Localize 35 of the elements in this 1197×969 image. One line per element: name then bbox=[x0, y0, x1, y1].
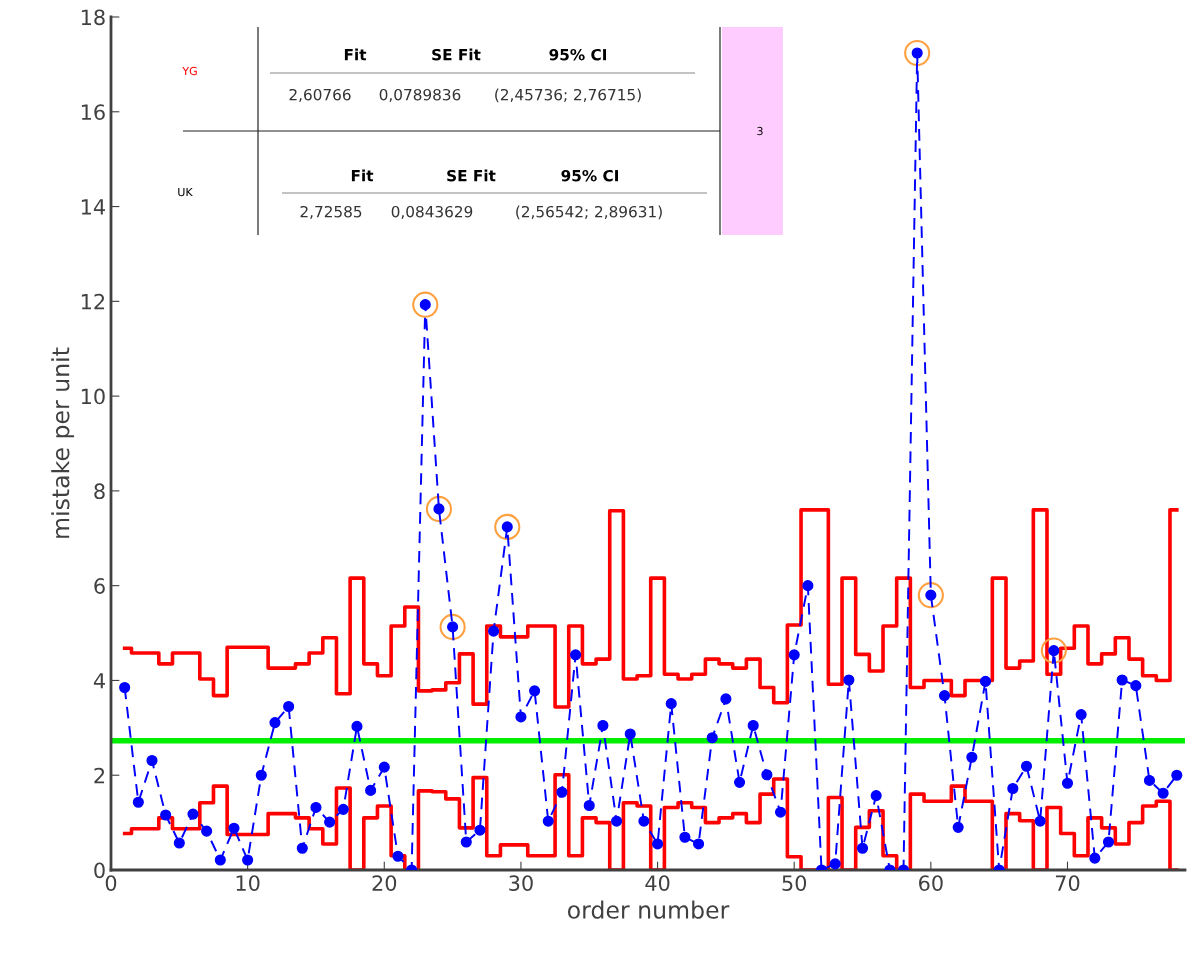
x-tick-label: 30 bbox=[509, 875, 533, 891]
annotation: 0,0843629 bbox=[391, 205, 473, 219]
y-tick-label: 18 bbox=[81, 9, 105, 26]
annotation: (2,56542; 2,89631) bbox=[516, 205, 662, 220]
annotation: 95% CI bbox=[561, 169, 618, 182]
annotation: Fit bbox=[351, 169, 374, 182]
x-tick-label: 70 bbox=[1055, 875, 1080, 891]
x-tick-label: 60 bbox=[919, 875, 943, 891]
y-tick-label: 6 bbox=[94, 578, 105, 594]
y-tick-label: 0 bbox=[94, 862, 105, 879]
annotation: 2,60766 bbox=[289, 88, 351, 102]
annotation: 2,72585 bbox=[300, 205, 362, 219]
y-tick-label: 8 bbox=[94, 483, 105, 500]
annotation: 3 bbox=[757, 126, 763, 136]
annotation: SE Fit bbox=[447, 169, 496, 182]
annotation: YG bbox=[182, 66, 197, 76]
y-tick-label: 4 bbox=[93, 673, 105, 689]
y-tick-label: 12 bbox=[81, 293, 105, 310]
x-tick-label: 10 bbox=[236, 875, 260, 891]
y-axis-title: mistake per unit bbox=[51, 347, 75, 538]
annotation: Fit bbox=[344, 48, 367, 61]
y-tick-label: 14 bbox=[81, 199, 105, 215]
x-tick-label: 0 bbox=[105, 875, 117, 891]
annotation: 95% CI bbox=[549, 48, 606, 61]
x-tick-label: 20 bbox=[372, 875, 397, 891]
y-tick-label: 10 bbox=[81, 388, 105, 405]
x-axis-title: order number bbox=[567, 900, 730, 919]
annotation: UK bbox=[178, 187, 193, 197]
annotation: SE Fit bbox=[432, 48, 481, 61]
annotation: 0,0789836 bbox=[379, 88, 461, 102]
annotation: (2,45736; 2,76715) bbox=[495, 88, 641, 103]
x-tick-label: 50 bbox=[782, 875, 807, 891]
y-tick-label: 2 bbox=[94, 767, 105, 784]
x-tick-label: 40 bbox=[645, 875, 670, 891]
y-tick-label: 16 bbox=[81, 104, 105, 120]
